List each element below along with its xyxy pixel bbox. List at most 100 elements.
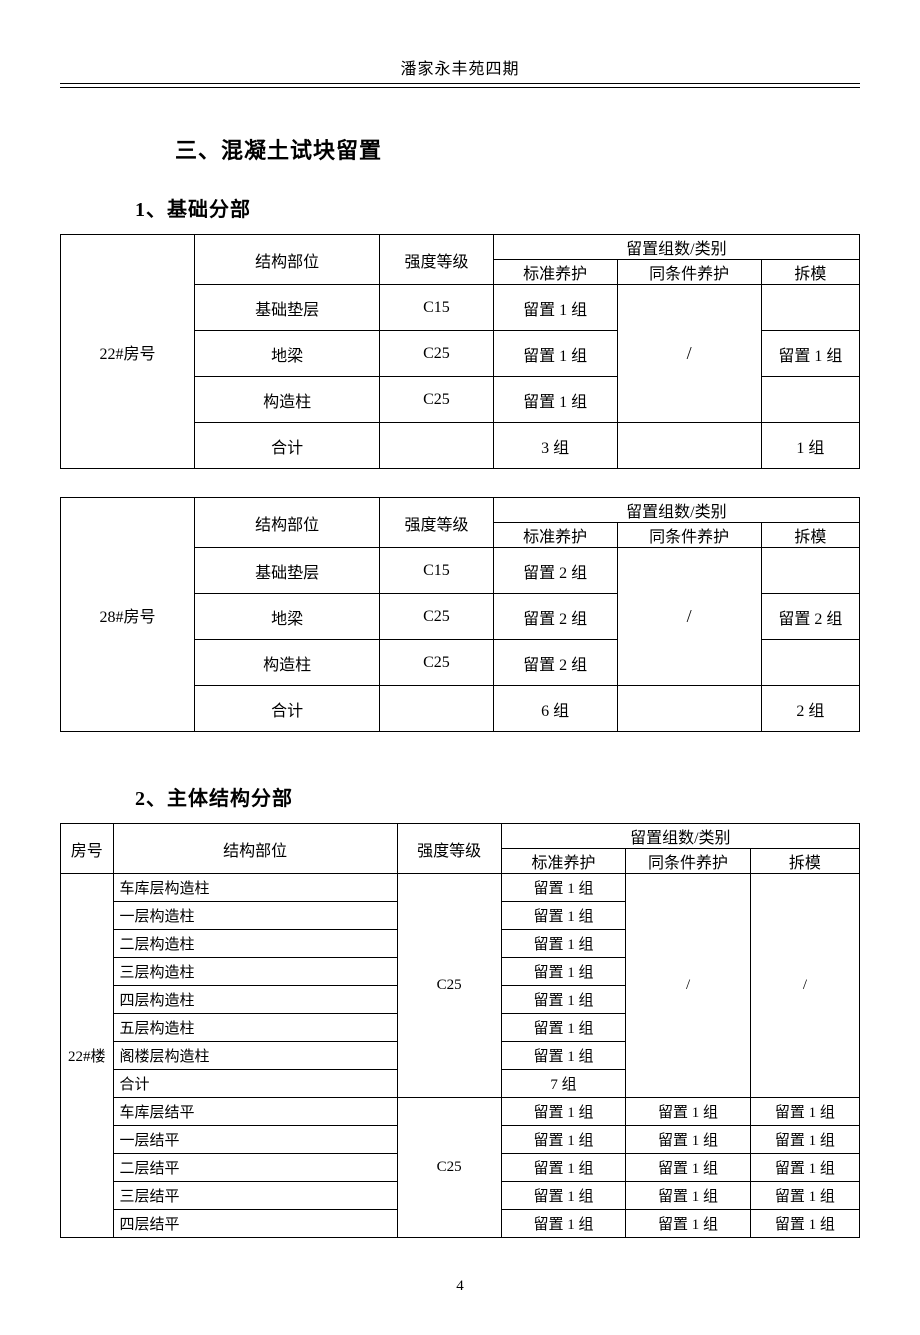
- table-cell: 车库层构造柱: [113, 874, 397, 902]
- table-cell: 留置 1 组: [493, 285, 617, 331]
- col-grade: 强度等级: [397, 824, 501, 874]
- table-cell: 留置 1 组: [750, 1154, 859, 1182]
- building-cell: 22#房号: [61, 235, 195, 469]
- table-cell: 基础垫层: [195, 548, 380, 594]
- table-cell: C25: [380, 640, 494, 686]
- table-cell: 一层结平: [113, 1126, 397, 1154]
- table-cell: 留置 2 组: [761, 594, 859, 640]
- table-cell: 二层结平: [113, 1154, 397, 1182]
- section1-title: 1、基础分部: [135, 193, 860, 222]
- col-same: 同条件养护: [617, 260, 761, 285]
- table-cell: 构造柱: [195, 640, 380, 686]
- col-structure: 结构部位: [113, 824, 397, 874]
- page-number: 4: [60, 1278, 860, 1295]
- table-cell: 留置 1 组: [501, 874, 626, 902]
- table-cell: 一层构造柱: [113, 902, 397, 930]
- page-header: 潘家永丰苑四期: [60, 55, 860, 79]
- col-demold: 拆模: [761, 260, 859, 285]
- section2-title: 2、主体结构分部: [135, 782, 860, 811]
- col-same: 同条件养护: [617, 523, 761, 548]
- col-standard: 标准养护: [493, 260, 617, 285]
- table-cell: C15: [380, 548, 494, 594]
- table-cell: 车库层结平: [113, 1098, 397, 1126]
- building-cell: 28#房号: [61, 498, 195, 732]
- table-cell: 留置 1 组: [501, 1154, 626, 1182]
- col-building: 房号: [61, 824, 114, 874]
- table-cell: C25: [380, 377, 494, 423]
- table-cell: 留置 2 组: [493, 640, 617, 686]
- table-cell: 留置 1 组: [501, 986, 626, 1014]
- table-cell: [380, 686, 494, 732]
- table-cell: [617, 423, 761, 469]
- table-cell: 留置 1 组: [501, 1042, 626, 1070]
- table-cell: C25: [380, 331, 494, 377]
- table-cell: 7 组: [501, 1070, 626, 1098]
- table-cell: 四层结平: [113, 1210, 397, 1238]
- main-structure-table: 房号 结构部位 强度等级 留置组数/类别 标准养护 同条件养护 拆模 22#楼 …: [60, 823, 860, 1238]
- table-cell: [761, 285, 859, 331]
- same-merged: /: [617, 548, 761, 686]
- col-retention: 留置组数/类别: [501, 824, 859, 849]
- table-cell: 留置 2 组: [493, 548, 617, 594]
- table-cell: 1 组: [761, 423, 859, 469]
- total-label: 合计: [195, 686, 380, 732]
- col-same: 同条件养护: [626, 849, 751, 874]
- col-retention: 留置组数/类别: [493, 498, 859, 523]
- col-structure: 结构部位: [195, 235, 380, 285]
- table-cell: 留置 1 组: [501, 1098, 626, 1126]
- table-cell: 留置 1 组: [501, 1182, 626, 1210]
- table-cell: 留置 1 组: [626, 1154, 751, 1182]
- table-cell: 3 组: [493, 423, 617, 469]
- table-cell: 留置 1 组: [750, 1126, 859, 1154]
- table-cell: 三层结平: [113, 1182, 397, 1210]
- table-cell: [380, 423, 494, 469]
- table-cell: 五层构造柱: [113, 1014, 397, 1042]
- table-cell: 四层构造柱: [113, 986, 397, 1014]
- foundation-table-22: 22#房号 结构部位 强度等级 留置组数/类别 标准养护 同条件养护 拆模 基础…: [60, 234, 860, 469]
- table-cell: 留置 1 组: [501, 1126, 626, 1154]
- table-cell: 留置 1 组: [750, 1182, 859, 1210]
- table-cell: [617, 686, 761, 732]
- table-cell: 留置 2 组: [493, 594, 617, 640]
- table-cell: 留置 1 组: [761, 331, 859, 377]
- table-cell: 留置 1 组: [750, 1098, 859, 1126]
- col-grade: 强度等级: [380, 235, 494, 285]
- table-cell: 留置 1 组: [750, 1210, 859, 1238]
- total-label: 合计: [195, 423, 380, 469]
- table-cell: 留置 1 组: [626, 1210, 751, 1238]
- table-cell: 二层构造柱: [113, 930, 397, 958]
- col-standard: 标准养护: [493, 523, 617, 548]
- grade-merged: C25: [397, 874, 501, 1098]
- table-cell: [761, 377, 859, 423]
- col-standard: 标准养护: [501, 849, 626, 874]
- table-cell: 三层构造柱: [113, 958, 397, 986]
- section-main-title: 三、混凝土试块留置: [175, 133, 860, 165]
- foundation-table-28: 28#房号 结构部位 强度等级 留置组数/类别 标准养护 同条件养护 拆模 基础…: [60, 497, 860, 732]
- same-merged: /: [617, 285, 761, 423]
- table-cell: 地梁: [195, 331, 380, 377]
- table-cell: 留置 1 组: [626, 1126, 751, 1154]
- col-demold: 拆模: [750, 849, 859, 874]
- table-cell: 留置 1 组: [501, 930, 626, 958]
- table-cell: 留置 1 组: [501, 958, 626, 986]
- table-cell: 留置 1 组: [493, 331, 617, 377]
- grade-merged: C25: [397, 1098, 501, 1238]
- table-cell: 构造柱: [195, 377, 380, 423]
- table-cell: 6 组: [493, 686, 617, 732]
- table-cell: 留置 1 组: [501, 1014, 626, 1042]
- table-cell: 阁楼层构造柱: [113, 1042, 397, 1070]
- table-cell: C25: [380, 594, 494, 640]
- same-merged: /: [626, 874, 751, 1098]
- col-structure: 结构部位: [195, 498, 380, 548]
- building-cell: 22#楼: [61, 874, 114, 1238]
- table-cell: 2 组: [761, 686, 859, 732]
- col-demold: 拆模: [761, 523, 859, 548]
- table-cell: [761, 548, 859, 594]
- table-cell: [761, 640, 859, 686]
- table-cell: 基础垫层: [195, 285, 380, 331]
- table-cell: 留置 1 组: [501, 1210, 626, 1238]
- total-label: 合计: [113, 1070, 397, 1098]
- demold-merged: /: [750, 874, 859, 1098]
- table-cell: 留置 1 组: [493, 377, 617, 423]
- table-cell: 留置 1 组: [626, 1182, 751, 1210]
